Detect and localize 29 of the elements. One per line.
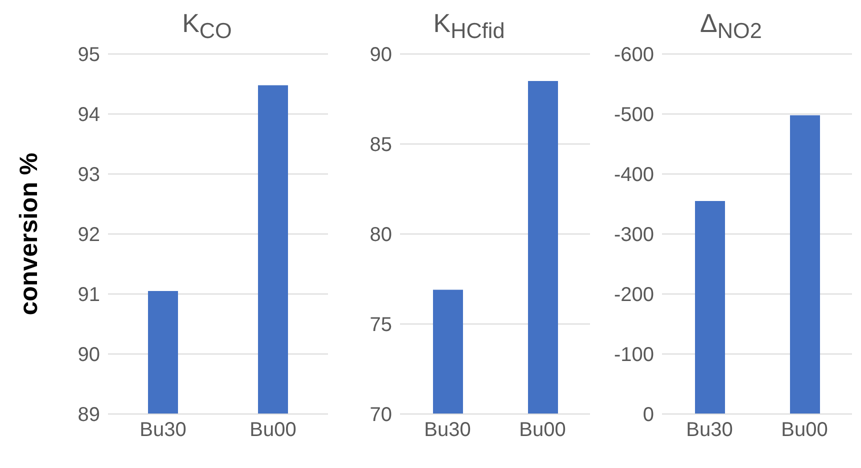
chart-title: Δ$_{NO2}$ <box>699 8 763 44</box>
x-tick-label: Bu30 <box>424 419 471 442</box>
x-tick-label: Bu00 <box>250 419 296 442</box>
y-tick-label: 90 <box>370 44 392 66</box>
y-tick-label: 0 <box>642 404 654 426</box>
y-tick-label: -300 <box>614 224 654 246</box>
y-axis-title: conversion % <box>14 152 43 316</box>
y-tick-label: 75 <box>370 314 392 336</box>
y-tick-label: 85 <box>370 134 392 156</box>
chart-title: K$_{HCfid}$ <box>432 8 506 44</box>
y-tick-label: 80 <box>370 224 392 246</box>
y-tick-label: 90 <box>78 344 100 366</box>
y-tick-label: 91 <box>78 284 100 306</box>
y-tick-label: 94 <box>78 104 100 126</box>
y-tick-label: -200 <box>614 284 654 306</box>
y-tick-label: 92 <box>78 224 100 246</box>
x-tick-label: Bu30 <box>140 419 186 442</box>
y-tick-label: 95 <box>78 44 100 66</box>
y-tick-label: -600 <box>614 44 654 66</box>
x-tick-label: Bu30 <box>686 419 733 442</box>
y-tick-label: 89 <box>78 404 100 426</box>
y-tick-label: 93 <box>78 164 100 186</box>
x-tick-label: Bu00 <box>519 419 566 442</box>
y-tick-label: -100 <box>614 344 654 366</box>
chart-title: K$_{CO}$ <box>181 8 233 44</box>
x-tick-label: Bu00 <box>781 419 828 442</box>
y-tick-label: -500 <box>614 104 654 126</box>
y-tick-label: -400 <box>614 164 654 186</box>
y-tick-label: 70 <box>370 404 392 426</box>
